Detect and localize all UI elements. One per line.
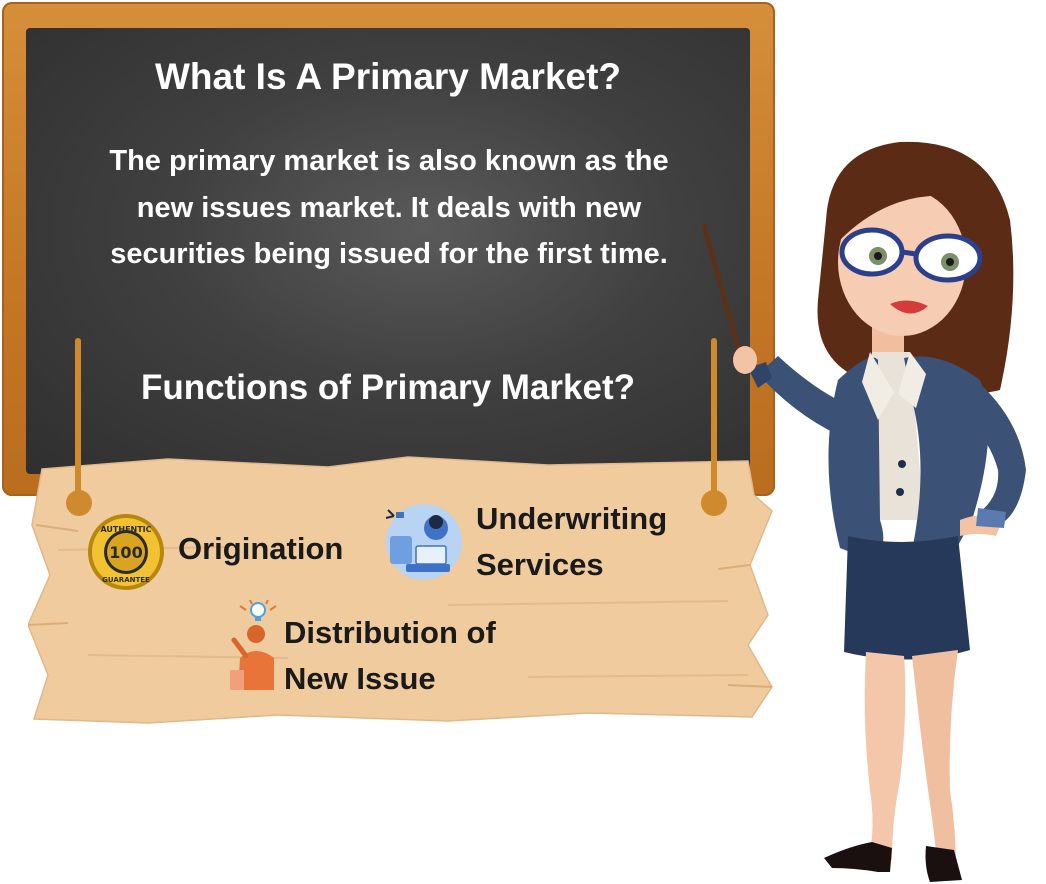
board-subtitle: Functions of Primary Market? [141,368,635,407]
wooden-sign [28,456,773,724]
raised-hand [733,346,757,374]
board-description: The primary market is also known as the … [109,145,669,270]
right-peg [701,490,727,516]
idea-person-icon [230,600,277,690]
distribution-label-line1: Distribution of [284,615,496,650]
guarantee-seal-icon: AUTHENTIC 100 GUARANTEE [88,514,164,590]
distribution-label-line2: New Issue [284,661,436,696]
underwriting-label-line2: Services [476,547,604,582]
skirt [844,536,970,660]
shoe-left [824,842,892,872]
pointer-stick [701,223,743,357]
right-rope [711,338,717,502]
origination-label: Origination [178,531,344,566]
left-peg [66,490,92,516]
board-title: What Is A Primary Market? [154,56,622,97]
seal-bottom-text: GUARANTEE [102,576,150,584]
seal-number: 100 [109,543,142,562]
seal-top-text: AUTHENTIC [100,525,151,534]
left-rope [75,338,81,502]
chalkboard [26,28,750,474]
face [838,188,966,336]
shoe-right [925,846,962,882]
lips [890,300,928,314]
leg-left [864,652,906,860]
hip-arm [966,382,1026,528]
leg-right [912,650,958,870]
study-desk-icon [385,504,462,580]
underwriting-label-line1: Underwriting [476,501,668,536]
teacher-illustration [701,141,1026,882]
jacket [828,357,884,560]
